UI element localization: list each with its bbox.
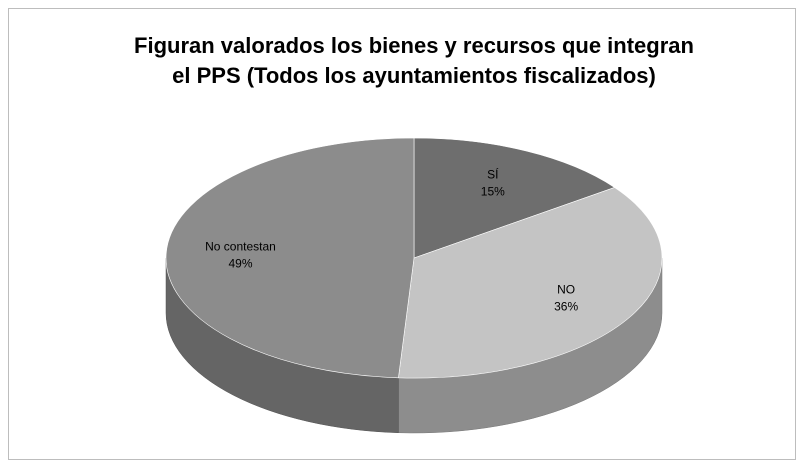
slice-category-label: SÍ: [487, 166, 499, 181]
slice-category-label: No contestan: [205, 240, 276, 254]
slice: [398, 187, 663, 379]
chart-title: Figuran valorados los bienes y recursos …: [134, 33, 694, 58]
slice-value-label: 36%: [554, 300, 578, 314]
slice-value-label: 49%: [228, 257, 252, 271]
slice-category-label: NO: [557, 283, 575, 297]
slice: [165, 137, 415, 379]
slice: [413, 137, 616, 259]
slice-value-label: 15%: [481, 184, 505, 198]
chart-title: el PPS (Todos los ayuntamientos fiscaliz…: [172, 63, 656, 88]
